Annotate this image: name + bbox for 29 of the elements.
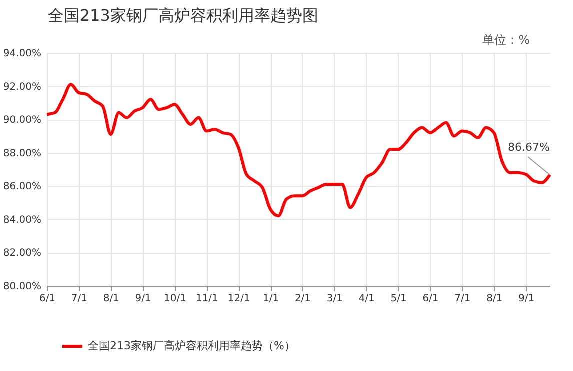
y-tick-label: 86.00% xyxy=(3,182,42,193)
y-tick-label: 92.00% xyxy=(3,82,42,93)
x-tick-label: 7/1 xyxy=(71,294,88,304)
x-tick-label: 7/1 xyxy=(454,294,471,304)
y-tick-label: 90.00% xyxy=(3,115,42,126)
x-tick-label: 12/1 xyxy=(228,294,250,304)
x-tick-label: 9/1 xyxy=(518,294,535,304)
x-tick-label: 6/1 xyxy=(39,294,56,304)
x-tick-label: 9/1 xyxy=(135,294,152,304)
chart-title: 全国213家钢厂高炉容积利用率趋势图 xyxy=(48,6,318,25)
x-tick-label: 5/1 xyxy=(390,294,407,304)
y-tick-label: 88.00% xyxy=(3,148,42,160)
x-tick-label: 8/1 xyxy=(486,294,503,304)
x-tick-label: 8/1 xyxy=(103,294,120,304)
x-tick-label: 2/1 xyxy=(294,294,312,304)
x-tick-label: 11/1 xyxy=(196,294,218,304)
line-series xyxy=(46,83,552,218)
annotation: 86.67% xyxy=(508,140,550,154)
x-tick-label: 6/1 xyxy=(422,294,439,304)
y-tick-label: 82.00% xyxy=(3,248,42,260)
x-tick-label: 3/1 xyxy=(326,294,343,304)
y-tick-label: 80.00% xyxy=(3,282,42,292)
text: 单位：% xyxy=(482,33,530,47)
x-tick-label: 1/1 xyxy=(263,294,280,304)
legend-label: 全国213家钢厂高炉容积利用率趋势（%） xyxy=(88,340,296,352)
y-tick-label: 84.00% xyxy=(3,214,42,226)
y-tick-label: 94.00% xyxy=(3,48,42,60)
x-tick-label: 10/1 xyxy=(164,294,186,304)
x-tick-label: 4/1 xyxy=(358,294,375,304)
